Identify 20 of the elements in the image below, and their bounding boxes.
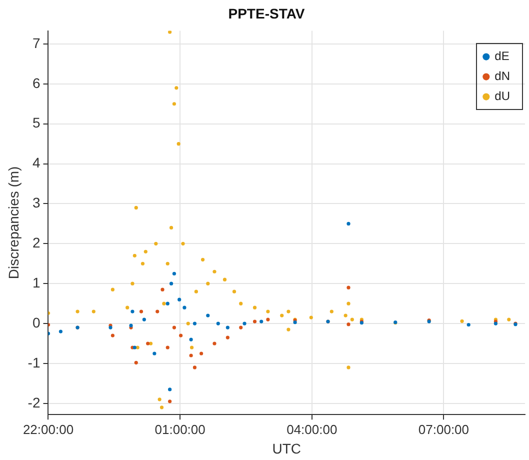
y-tick-label: 1 <box>32 274 40 290</box>
y-tick-label: 6 <box>32 74 40 91</box>
x-tick-label: 01:00:00 <box>154 422 206 437</box>
y-tick-label: 4 <box>32 154 40 171</box>
y-tick-label: 2 <box>32 234 40 251</box>
x-tick-label: 04:00:00 <box>286 422 338 437</box>
y-tick-label: 0 <box>32 314 40 330</box>
chart-title: PPTE-STAV <box>228 5 306 22</box>
legend-label: dE <box>494 49 510 64</box>
y-axis-title: Discrepancies (m) <box>5 166 22 280</box>
legend-label: dN <box>494 69 510 84</box>
y-tick-label: 7 <box>32 34 40 51</box>
x-tick-label: 07:00:00 <box>418 422 470 437</box>
y-tick-label: 3 <box>32 194 40 211</box>
x-tick-label: 22:00:00 <box>22 422 74 437</box>
y-tick-label: -2 <box>28 394 40 410</box>
x-axis-title: UTC <box>272 440 302 456</box>
y-tick-label: -1 <box>28 354 40 370</box>
legend-label: dU <box>494 89 510 104</box>
y-tick-label: 5 <box>32 114 40 131</box>
